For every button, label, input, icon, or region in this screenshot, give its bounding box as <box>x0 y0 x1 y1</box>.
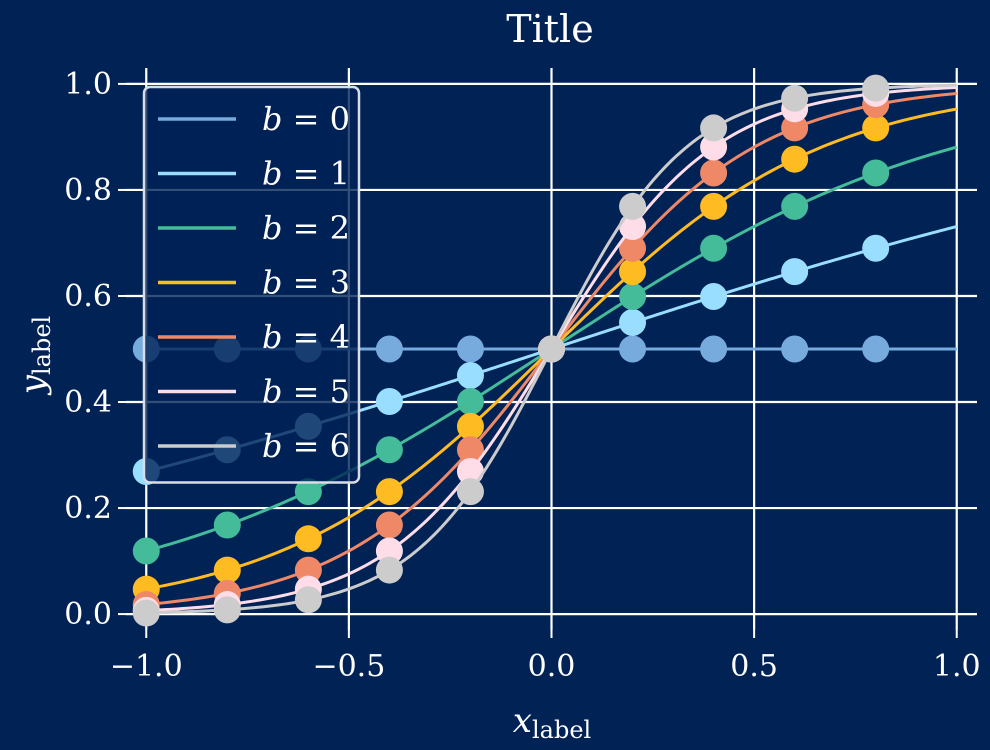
legend-box <box>142 85 361 484</box>
data-point <box>375 436 403 464</box>
data-point <box>456 478 484 506</box>
y-tick-label: 1.0 <box>64 67 112 102</box>
legend-entry-label: b = 4 <box>262 318 350 356</box>
data-point <box>700 192 728 220</box>
x-axis-label: xlabel <box>513 701 591 744</box>
data-point <box>781 145 809 173</box>
data-point <box>781 84 809 112</box>
data-point <box>294 586 322 614</box>
x-tick-label: 1.0 <box>933 649 981 684</box>
data-point <box>294 556 322 584</box>
data-point <box>132 537 160 565</box>
data-point <box>456 412 484 440</box>
data-point <box>781 335 809 363</box>
legend-entry-label: b = 3 <box>262 264 350 302</box>
data-point <box>862 234 890 262</box>
x-axis-label-main: x <box>513 701 532 741</box>
data-point <box>700 335 728 363</box>
data-point <box>700 133 728 161</box>
data-point <box>294 478 322 506</box>
y-axis-label: ylabel <box>13 316 56 396</box>
plot-area <box>132 74 958 627</box>
y-axis-label-sub: label <box>28 316 56 375</box>
series-6 <box>132 74 957 627</box>
data-point <box>862 114 890 142</box>
data-point <box>619 308 647 336</box>
data-point <box>862 74 890 102</box>
legend: b = 0 b = 1 b = 2 b = 3 b = 4 b = 5 b = 6 <box>142 85 361 484</box>
data-point <box>375 537 403 565</box>
x-axis-label-sub: label <box>532 716 591 744</box>
x-tick-label: 0.0 <box>528 649 576 684</box>
data-point <box>213 511 241 539</box>
data-point <box>619 283 647 311</box>
data-point <box>456 387 484 415</box>
data-point <box>456 362 484 390</box>
x-tick-label: −0.5 <box>312 649 385 684</box>
y-tick-label: 0.6 <box>64 279 112 314</box>
data-point <box>456 335 484 363</box>
x-tick-label: −1.0 <box>110 649 183 684</box>
data-point <box>456 436 484 464</box>
data-point <box>375 511 403 539</box>
data-point <box>700 159 728 187</box>
data-point <box>700 283 728 311</box>
data-point <box>375 556 403 584</box>
data-point <box>619 234 647 262</box>
data-point <box>456 457 484 485</box>
axes <box>118 82 958 638</box>
data-point <box>781 114 809 142</box>
data-point <box>294 525 322 553</box>
data-point <box>862 335 890 363</box>
data-point <box>781 258 809 286</box>
x-tick-label: 0.5 <box>730 649 778 684</box>
data-point <box>375 478 403 506</box>
legend-entry-label: b = 1 <box>262 155 350 193</box>
data-point <box>619 258 647 286</box>
y-axis-label-main: y <box>13 374 53 396</box>
legend-entry-label: b = 6 <box>262 427 350 465</box>
data-point <box>619 213 647 241</box>
chart-title: Title <box>506 7 593 51</box>
data-point <box>213 596 241 624</box>
legend-entry-label: b = 5 <box>262 373 350 411</box>
y-tick-label: 0.8 <box>64 173 112 208</box>
data-point <box>700 114 728 142</box>
data-point <box>213 556 241 584</box>
data-point <box>619 335 647 363</box>
data-point <box>700 234 728 262</box>
data-point <box>781 192 809 220</box>
data-point <box>132 599 160 627</box>
data-point <box>538 335 565 363</box>
y-tick-label: 0.2 <box>64 491 112 526</box>
y-tick-label: 0.0 <box>64 597 112 632</box>
legend-entry-label: b = 0 <box>262 100 350 138</box>
data-point <box>375 335 403 363</box>
y-tick-label: 0.4 <box>64 385 112 420</box>
legend-entry-label: b = 2 <box>262 209 350 247</box>
data-point <box>862 159 890 187</box>
tick-labels: −1.0 −0.5 0.0 0.5 1.0 0.0 0.2 0.4 0.6 0.8 1.0 <box>64 67 980 684</box>
data-point <box>619 192 647 220</box>
data-point <box>375 387 403 415</box>
